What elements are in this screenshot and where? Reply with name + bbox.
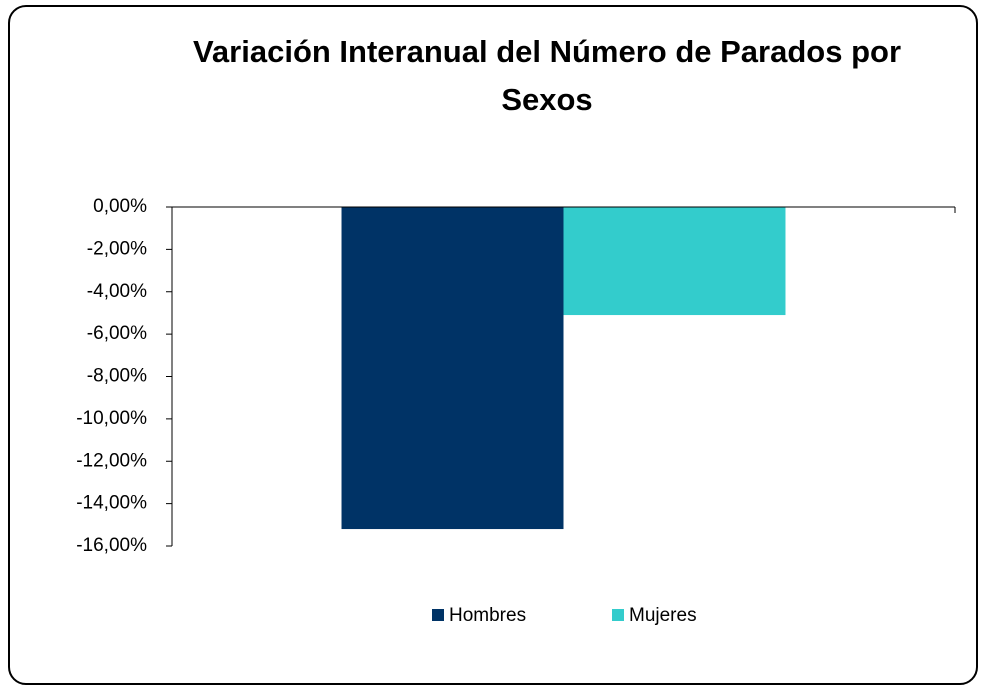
legend-swatch	[612, 609, 624, 621]
y-tick-label: -2,00%	[87, 238, 147, 259]
y-tick-label: -14,00%	[76, 493, 147, 514]
chart-frame	[8, 5, 978, 685]
legend-label: Mujeres	[629, 605, 697, 626]
legend-swatch	[432, 609, 444, 621]
y-tick-label: -16,00%	[76, 535, 147, 556]
legend-label: Hombres	[449, 605, 526, 626]
chart-title: Variación Interanual del Número de Parad…	[192, 34, 902, 117]
bar	[563, 207, 786, 316]
bar	[341, 207, 564, 530]
y-tick-label: 0,00%	[93, 196, 147, 217]
y-tick-label: -10,00%	[76, 408, 147, 429]
y-tick-label: -8,00%	[87, 366, 147, 387]
y-tick-label: -12,00%	[76, 450, 147, 471]
y-tick-label: -6,00%	[87, 323, 147, 344]
y-tick-label: -4,00%	[87, 281, 147, 302]
